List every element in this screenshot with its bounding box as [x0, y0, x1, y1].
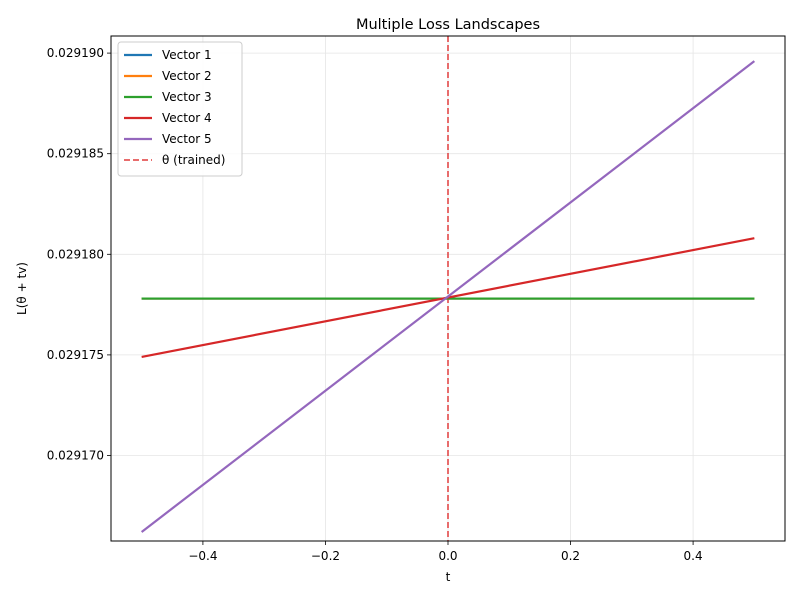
chart-title: Multiple Loss Landscapes [356, 17, 540, 33]
x-tick-label: −0.4 [188, 549, 217, 563]
series-layer [140, 60, 756, 533]
legend-label: Vector 2 [162, 69, 212, 83]
x-tick-label: −0.2 [311, 549, 340, 563]
legend: Vector 1 Vector 2 Vector 3 Vector 4 Vector 5… [117, 41, 243, 177]
legend-label: Vector 4 [162, 111, 212, 125]
legend-label: θ (trained) [162, 153, 225, 167]
legend-label: Vector 1 [162, 48, 212, 62]
y-tick-label: 0.029185 [47, 147, 104, 161]
y-tick-label: 0.029190 [47, 46, 104, 60]
x-tick-label: 0.0 [438, 549, 457, 563]
y-tick-label: 0.029180 [47, 247, 104, 261]
x-axis-label: t [446, 570, 451, 584]
legend-label: Vector 5 [162, 132, 212, 146]
x-axis-ticks: −0.4 −0.2 0.0 0.2 0.4 [188, 541, 703, 563]
x-tick-label: 0.2 [561, 549, 580, 563]
legend-label: Vector 3 [162, 90, 212, 104]
y-tick-label: 0.029175 [47, 348, 104, 362]
y-axis-ticks: 0.029170 0.029175 0.029180 0.029185 0.029190 [47, 46, 111, 462]
y-tick-label: 0.029170 [47, 448, 104, 462]
y-axis-label: L(θ + tv) [15, 262, 29, 315]
series-line-vector-5 [140, 60, 756, 533]
x-tick-label: 0.4 [684, 549, 703, 563]
